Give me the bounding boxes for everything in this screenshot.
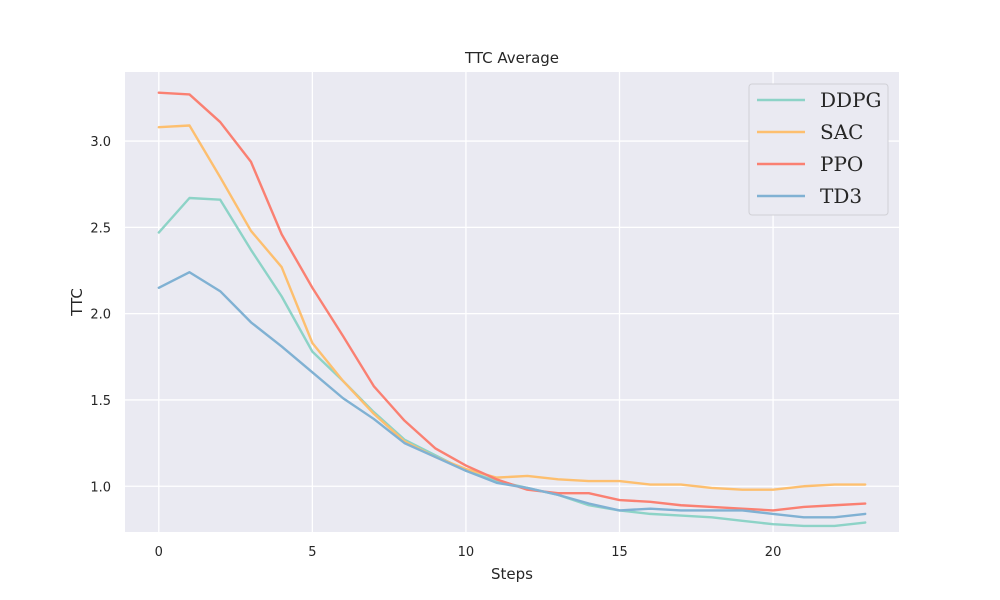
- x-tick-label: 15: [611, 545, 628, 560]
- x-tick-labels: 0 5 10 15 20: [155, 545, 782, 560]
- series-line-sac: [157, 124, 867, 491]
- y-tick-label: 2.0: [90, 308, 111, 323]
- x-tick-label: 5: [308, 545, 316, 560]
- legend: DDPG SAC PPO TD3: [748, 83, 889, 216]
- legend-entries: DDPG SAC PPO TD3: [757, 88, 882, 208]
- series-line-td3: [157, 271, 867, 519]
- legend-label-td3: TD3: [820, 184, 862, 208]
- x-tick-label: 10: [458, 545, 475, 560]
- x-tick-label: 20: [765, 545, 782, 560]
- y-tick-label: 2.5: [90, 221, 111, 236]
- y-tick-label: 1.5: [90, 394, 111, 409]
- y-tick-label: 3.0: [90, 135, 111, 150]
- y-tick-labels: 1.0 1.5 2.0 2.5 3.0: [90, 135, 111, 495]
- legend-label-ppo: PPO: [820, 152, 863, 176]
- x-tick-label: 0: [155, 545, 163, 560]
- x-axis-label: Steps: [491, 565, 533, 583]
- series-lines: [157, 91, 867, 528]
- legend-box: [748, 83, 889, 216]
- y-tick-label: 1.0: [90, 480, 111, 495]
- y-axis-label: TTC: [68, 288, 86, 317]
- legend-label-sac: SAC: [820, 120, 863, 144]
- chart-title: TTC Average: [464, 49, 559, 67]
- legend-label-ddpg: DDPG: [820, 88, 882, 112]
